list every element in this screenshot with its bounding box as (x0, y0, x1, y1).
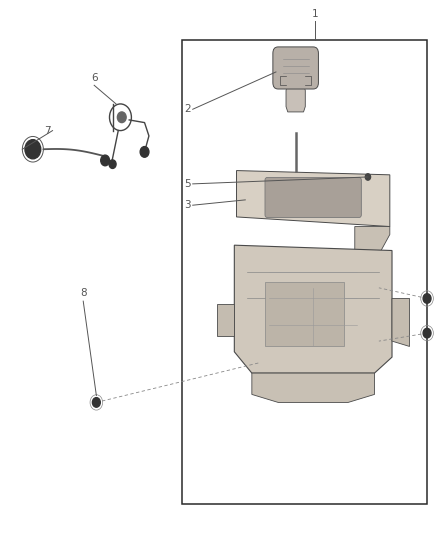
Text: 7: 7 (44, 126, 50, 135)
Circle shape (365, 174, 371, 180)
FancyBboxPatch shape (273, 47, 318, 89)
Text: 5: 5 (184, 179, 191, 189)
Circle shape (101, 155, 110, 166)
FancyBboxPatch shape (265, 177, 361, 217)
Text: 1: 1 (312, 9, 319, 19)
Polygon shape (355, 227, 390, 251)
Polygon shape (234, 245, 392, 373)
Text: 3: 3 (184, 200, 191, 210)
Polygon shape (217, 304, 234, 336)
Circle shape (25, 140, 41, 159)
Bar (182, 40, 427, 504)
Circle shape (423, 294, 431, 303)
Circle shape (140, 147, 149, 157)
Circle shape (423, 328, 431, 338)
Text: 6: 6 (91, 72, 98, 83)
Polygon shape (252, 373, 374, 402)
Polygon shape (392, 298, 410, 346)
Circle shape (92, 398, 100, 407)
Text: 8: 8 (80, 288, 87, 298)
Text: 2: 2 (184, 104, 191, 114)
Polygon shape (237, 171, 390, 227)
Circle shape (109, 160, 116, 168)
FancyBboxPatch shape (265, 282, 344, 346)
Circle shape (117, 112, 126, 123)
Polygon shape (286, 83, 305, 112)
